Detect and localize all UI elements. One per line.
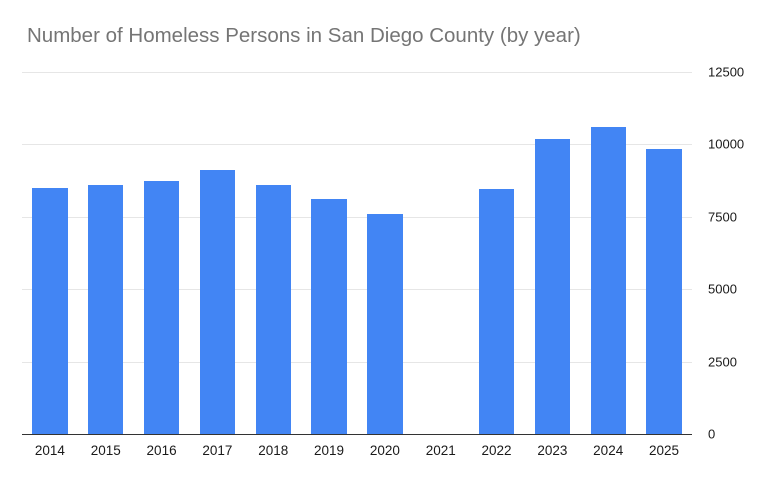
x-axis-line (22, 434, 692, 435)
y-tick-label: 10000 (708, 136, 745, 152)
gridline (22, 361, 692, 363)
y-tick-label: 5000 (708, 281, 737, 297)
x-tick-label: 2016 (146, 443, 177, 458)
bar-2018 (255, 184, 291, 434)
y-tick-label: 7500 (708, 209, 737, 225)
x-axis-labels: 2014 2015 2016 2017 2018 2019 2020 2021 2022 2023… (22, 434, 692, 482)
x-tick-label: 2014 (34, 443, 65, 458)
bar-2019 (311, 199, 347, 434)
x-tick-label: 2019 (314, 443, 345, 458)
x-tick-label: 2017 (202, 443, 233, 458)
x-tick-label: 2015 (90, 443, 121, 458)
bar-2014 (32, 187, 68, 434)
x-tick-label: 2023 (537, 443, 568, 458)
y-axis-labels: 0 2500 5000 7500 10000 12500 (692, 65, 780, 442)
bar-2025 (646, 148, 682, 434)
x-tick-label: 2018 (258, 443, 289, 458)
x-tick-label: 2022 (481, 443, 512, 458)
plot-area (22, 72, 692, 435)
bar-2024 (590, 127, 626, 434)
y-tick-label: 12500 (708, 64, 745, 80)
gridline (22, 72, 692, 73)
x-tick-label: 2024 (593, 443, 624, 458)
gridline (22, 289, 692, 291)
bar-2020 (367, 213, 403, 434)
gridline (22, 144, 692, 146)
gridline (22, 216, 692, 218)
bar-2023 (534, 138, 570, 434)
x-tick-label: 2021 (425, 443, 456, 458)
bar-2016 (143, 180, 180, 434)
bar-2017 (199, 170, 235, 434)
y-tick-label: 2500 (708, 354, 737, 370)
x-tick-label: 2020 (369, 443, 400, 458)
chart-title: Number of Homeless Persons in San Diego … (27, 24, 581, 47)
bar-2015 (88, 184, 124, 434)
y-tick-label: 0 (708, 426, 716, 442)
x-tick-label: 2025 (649, 443, 680, 458)
bar-2022 (478, 189, 515, 434)
